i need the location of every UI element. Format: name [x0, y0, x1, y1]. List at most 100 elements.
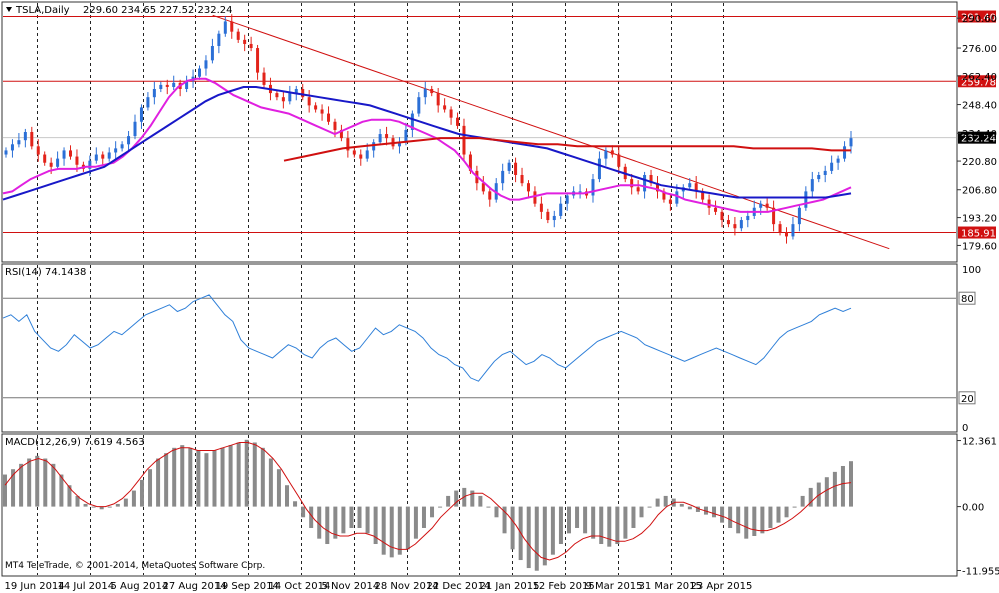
macd-histogram-bar	[792, 506, 797, 508]
macd-histogram-bar	[776, 506, 781, 523]
candle-body	[275, 93, 279, 98]
macd-histogram-bar	[59, 474, 64, 507]
candle-body	[546, 211, 550, 221]
candle-body	[378, 134, 382, 143]
macd-histogram-bar	[309, 506, 314, 528]
macd-histogram-bar	[51, 463, 56, 507]
macd-histogram-bar	[631, 506, 636, 528]
horizontal-levels: 291.40 259.78 185.91 232.24	[3, 10, 996, 240]
macd-histogram-bar	[164, 453, 169, 507]
candle-body	[320, 109, 324, 114]
candle-body	[385, 134, 389, 139]
candle-body	[836, 158, 840, 163]
candle-body	[165, 84, 169, 87]
macd-signal-line	[4, 442, 852, 561]
macd-histogram-bar	[494, 506, 499, 518]
macd-histogram-bar	[260, 447, 265, 507]
macd-histogram-bar	[196, 450, 201, 507]
candle-body	[288, 93, 292, 102]
macd-histogram-bar	[188, 447, 193, 507]
x-tick-label: 28 Nov 2014	[375, 581, 439, 592]
candle-body	[739, 220, 743, 229]
x-tick-label: 31 Mar 2015	[639, 581, 702, 592]
x-tick-label: 22 Dec 2014	[427, 581, 491, 592]
candle-body	[481, 183, 485, 192]
candle-body	[539, 203, 543, 212]
candle-body	[365, 150, 369, 159]
macd-histogram-bar	[824, 477, 829, 507]
macd-histogram-bar	[35, 455, 40, 507]
macd-histogram-bar	[607, 506, 612, 547]
candle-body	[359, 154, 363, 159]
candle-body	[198, 68, 202, 77]
macd-histogram-bar	[808, 487, 813, 507]
macd-histogram-bar	[220, 447, 225, 507]
x-tick-label: 14 Oct 2014	[269, 581, 331, 592]
price-level-label: 291.40	[961, 13, 996, 24]
candle-body	[514, 162, 518, 175]
price-level-label: 185.91	[961, 229, 996, 240]
macd-histogram-bar	[502, 506, 507, 534]
candle-body	[230, 21, 234, 32]
candle-body	[107, 152, 111, 159]
candle-body	[127, 136, 131, 145]
macd-histogram-bar	[268, 458, 273, 507]
candle-body	[243, 39, 247, 44]
candle-body	[778, 224, 782, 233]
macd-histogram-bar	[99, 506, 104, 510]
macd-histogram-bar	[276, 469, 281, 507]
macd-histogram-bar	[413, 506, 418, 539]
macd-histogram-bar	[43, 458, 48, 507]
macd-histogram-bar	[11, 469, 16, 507]
candle-body	[314, 105, 318, 110]
candle-body	[559, 203, 563, 216]
candle-body	[307, 97, 311, 106]
candle-body	[223, 21, 227, 34]
macd-histogram-bar	[849, 461, 853, 507]
candle-body	[726, 220, 730, 225]
candle-body	[443, 105, 447, 110]
candle-body	[507, 162, 511, 171]
macd-histogram-bar	[599, 506, 604, 545]
macd-histogram-bar	[760, 506, 765, 534]
ma-fast-line	[2, 77, 852, 213]
candle-body	[456, 117, 460, 126]
candle-body	[784, 232, 788, 237]
candle-body	[746, 215, 750, 221]
candle-body	[436, 93, 440, 106]
rsi-line	[2, 294, 852, 382]
macd-histogram-bar	[526, 506, 531, 569]
candle-body	[49, 162, 53, 167]
candle-body	[520, 175, 524, 184]
candle-body	[797, 207, 801, 225]
macd-histogram-bar	[212, 450, 217, 507]
candle-body	[75, 156, 79, 165]
rsi-level-label: 20	[961, 394, 974, 405]
candle-body	[36, 146, 40, 155]
candle-body	[204, 60, 208, 69]
macd-histogram-bar	[438, 506, 443, 508]
candle-body	[707, 199, 711, 208]
x-tick-label: 19 Jun 2014	[5, 581, 65, 592]
y-tick-label: 234.40	[962, 129, 997, 140]
candle-body	[4, 150, 8, 155]
ma-slow-line	[283, 137, 851, 162]
macd-histogram-bar	[550, 506, 555, 555]
x-tick-label: 5 Nov 2014	[322, 581, 380, 592]
macd-histogram-bar	[591, 506, 596, 539]
macd-histogram-bar	[172, 447, 177, 507]
macd-histogram-bar	[83, 503, 88, 507]
macd-histogram-bar	[341, 506, 346, 534]
menu-caret-icon[interactable]	[6, 7, 12, 12]
macd-panel-frame	[1, 433, 958, 577]
candle-body	[262, 72, 266, 85]
candle-body	[23, 132, 27, 141]
price-level-tag	[958, 10, 996, 23]
macd-histogram-bar	[655, 498, 660, 507]
candle-body	[849, 138, 853, 147]
macd-histogram-bar	[381, 506, 386, 555]
macd-histogram-bar	[293, 501, 298, 507]
macd-series: 12.361 0.00 -11.955	[3, 437, 999, 577]
candle-body	[449, 109, 453, 118]
